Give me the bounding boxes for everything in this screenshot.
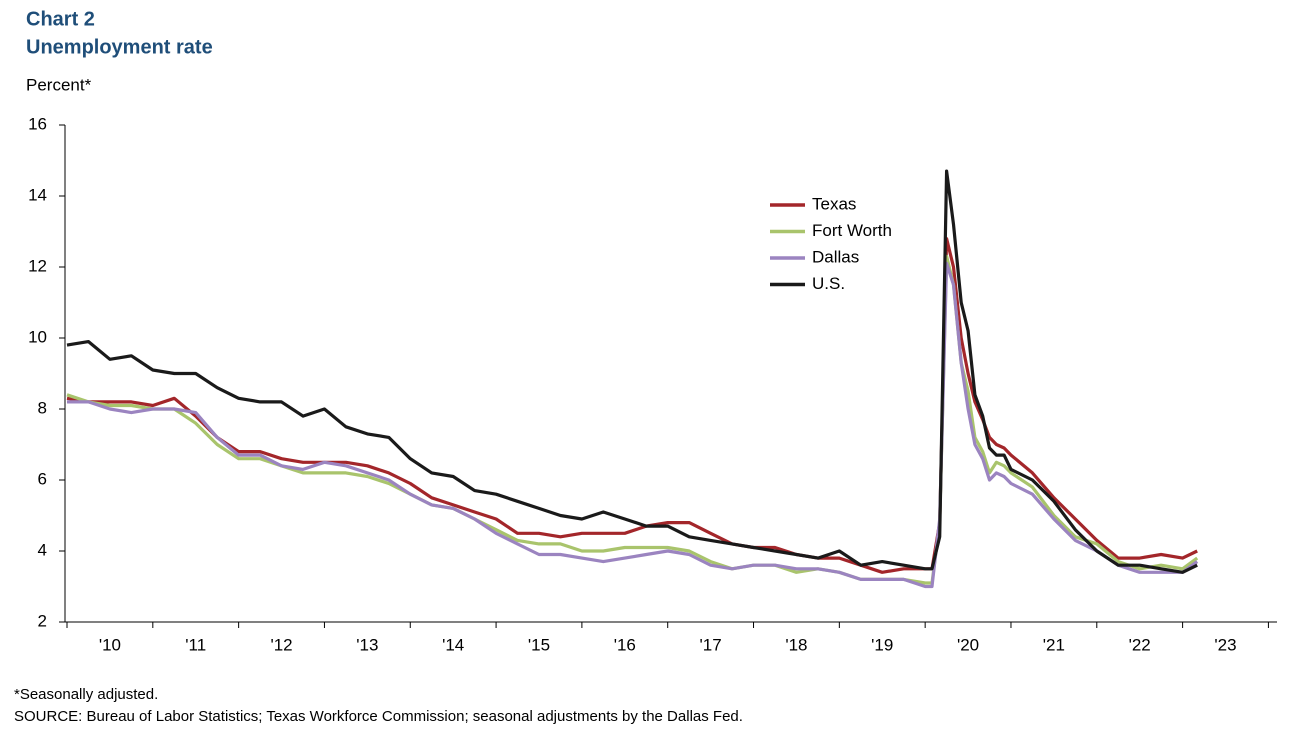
- legend-label: Dallas: [812, 247, 859, 266]
- x-tick-label: '11: [185, 635, 206, 654]
- x-tick-label: '18: [785, 635, 807, 654]
- x-tick-label: '10: [99, 635, 121, 654]
- y-tick-label: 10: [28, 327, 47, 346]
- x-tick-label: '17: [700, 635, 722, 654]
- series-line: [66, 169, 1198, 574]
- x-tick-label: '16: [614, 635, 636, 654]
- legend-label: Texas: [812, 194, 856, 213]
- y-tick-label: 4: [38, 540, 47, 559]
- x-tick-label: '14: [442, 635, 464, 654]
- x-tick-label: '19: [871, 635, 893, 654]
- y-tick-label: 2: [38, 611, 47, 630]
- y-tick-label: 16: [28, 114, 47, 133]
- y-tick-label: 14: [28, 185, 47, 204]
- legend-label: U.S.: [812, 274, 845, 293]
- y-tick-label: 8: [38, 398, 47, 417]
- x-tick-label: '12: [270, 635, 292, 654]
- chart-title: Chart 2: [26, 8, 95, 30]
- series-line: [67, 261, 1199, 589]
- series-line: [66, 254, 1199, 585]
- y-tick-label: 6: [38, 469, 47, 488]
- y-tick-label: 12: [28, 256, 47, 275]
- x-tick-label: '23: [1214, 635, 1236, 654]
- legend-label: Fort Worth: [812, 221, 892, 240]
- source: SOURCE: Bureau of Labor Statistics; Texa…: [14, 708, 743, 725]
- chart-subtitle: Unemployment rate: [26, 36, 213, 58]
- x-tick-label: '22: [1129, 635, 1151, 654]
- x-tick-label: '13: [356, 635, 378, 654]
- x-tick-label: '20: [957, 635, 979, 654]
- footnote: *Seasonally adjusted.: [14, 686, 158, 703]
- y-axis-label: Percent*: [26, 75, 92, 94]
- x-tick-label: '21: [1043, 635, 1065, 654]
- x-tick-label: '15: [528, 635, 550, 654]
- series-line: [66, 237, 1198, 574]
